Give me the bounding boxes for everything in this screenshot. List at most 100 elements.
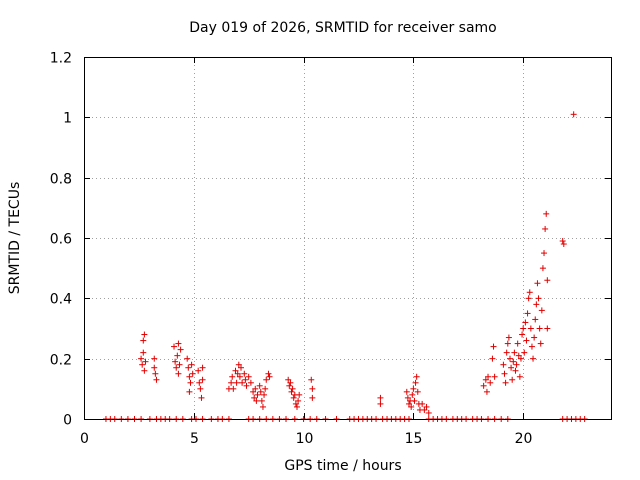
y-tick-label: 1 (63, 111, 72, 127)
data-point (199, 364, 206, 371)
data-point (510, 358, 517, 365)
data-point (512, 367, 519, 374)
data-point (293, 403, 300, 410)
plot-frame (84, 57, 612, 420)
data-points (102, 111, 588, 422)
data-point (410, 385, 417, 392)
data-point (412, 379, 419, 386)
data-point (414, 388, 421, 395)
data-point (233, 379, 240, 386)
data-point (542, 225, 549, 232)
data-point (425, 409, 432, 416)
x-tick-label: 20 (515, 431, 533, 447)
data-point (295, 397, 302, 404)
data-point (259, 403, 266, 410)
data-point (515, 352, 522, 359)
data-point (482, 376, 489, 383)
data-point (508, 364, 515, 371)
data-point (527, 325, 534, 332)
data-point (187, 379, 194, 386)
data-point (247, 379, 254, 386)
data-point (258, 397, 265, 404)
data-point (513, 361, 520, 368)
data-point (538, 307, 545, 314)
data-point (230, 385, 237, 392)
data-point (140, 337, 147, 344)
data-point (570, 111, 577, 118)
axis-ticks (84, 57, 611, 420)
data-point (419, 400, 426, 407)
data-point (265, 370, 272, 377)
data-point (189, 370, 196, 377)
x-tick-label: 10 (296, 431, 314, 447)
data-point (142, 358, 149, 365)
data-point (296, 391, 303, 398)
data-point (517, 355, 524, 362)
data-point (185, 364, 192, 371)
data-point (500, 361, 507, 368)
x-tick-labels: 0 5 10 15 20 (80, 431, 532, 447)
data-point (234, 370, 241, 377)
data-point (487, 379, 494, 386)
data-point (262, 385, 269, 392)
y-tick-labels: 0 0.2 0.4 0.6 0.8 1 1.2 (50, 51, 72, 429)
data-point (503, 349, 510, 356)
data-point (250, 388, 257, 395)
data-point (266, 373, 273, 380)
data-point (506, 355, 513, 362)
data-point (501, 370, 508, 377)
data-point (522, 319, 529, 326)
x-tick-label: 5 (190, 431, 199, 447)
grid-lines (84, 57, 611, 419)
data-point (138, 355, 145, 362)
data-point (511, 349, 518, 356)
data-point (235, 361, 242, 368)
data-point (516, 373, 523, 380)
data-point (253, 397, 260, 404)
data-point (413, 373, 420, 380)
data-point (560, 241, 567, 248)
data-point (175, 370, 182, 377)
data-point (288, 388, 295, 395)
data-point (309, 394, 316, 401)
data-point (289, 385, 296, 392)
data-point (177, 346, 184, 353)
data-point (254, 391, 261, 398)
data-point (236, 373, 243, 380)
data-point (559, 238, 566, 245)
data-point (151, 355, 158, 362)
data-point (539, 265, 546, 272)
data-point (524, 310, 531, 317)
data-point (521, 349, 528, 356)
data-point (489, 355, 496, 362)
x-tick-label: 15 (405, 431, 423, 447)
y-tick-label: 1.2 (50, 51, 72, 67)
data-point (245, 373, 252, 380)
x-tick-label: 0 (80, 431, 89, 447)
data-point (544, 325, 551, 332)
data-point (198, 394, 205, 401)
data-point (525, 295, 532, 302)
data-point (176, 361, 183, 368)
data-point (256, 382, 263, 389)
data-point (504, 340, 511, 347)
data-point (543, 210, 550, 217)
data-point (509, 376, 516, 383)
data-point (257, 388, 264, 395)
data-point (153, 376, 160, 383)
data-point (195, 367, 202, 374)
data-point (261, 391, 268, 398)
data-point (483, 388, 490, 395)
data-point (377, 400, 384, 407)
data-point (530, 355, 537, 362)
data-point (186, 373, 193, 380)
data-point (308, 376, 315, 383)
data-point (526, 289, 533, 296)
data-point (286, 382, 293, 389)
data-point (184, 355, 191, 362)
y-tick-label: 0.4 (50, 292, 72, 308)
data-point (534, 280, 541, 287)
data-point (309, 385, 316, 392)
data-point (292, 400, 299, 407)
